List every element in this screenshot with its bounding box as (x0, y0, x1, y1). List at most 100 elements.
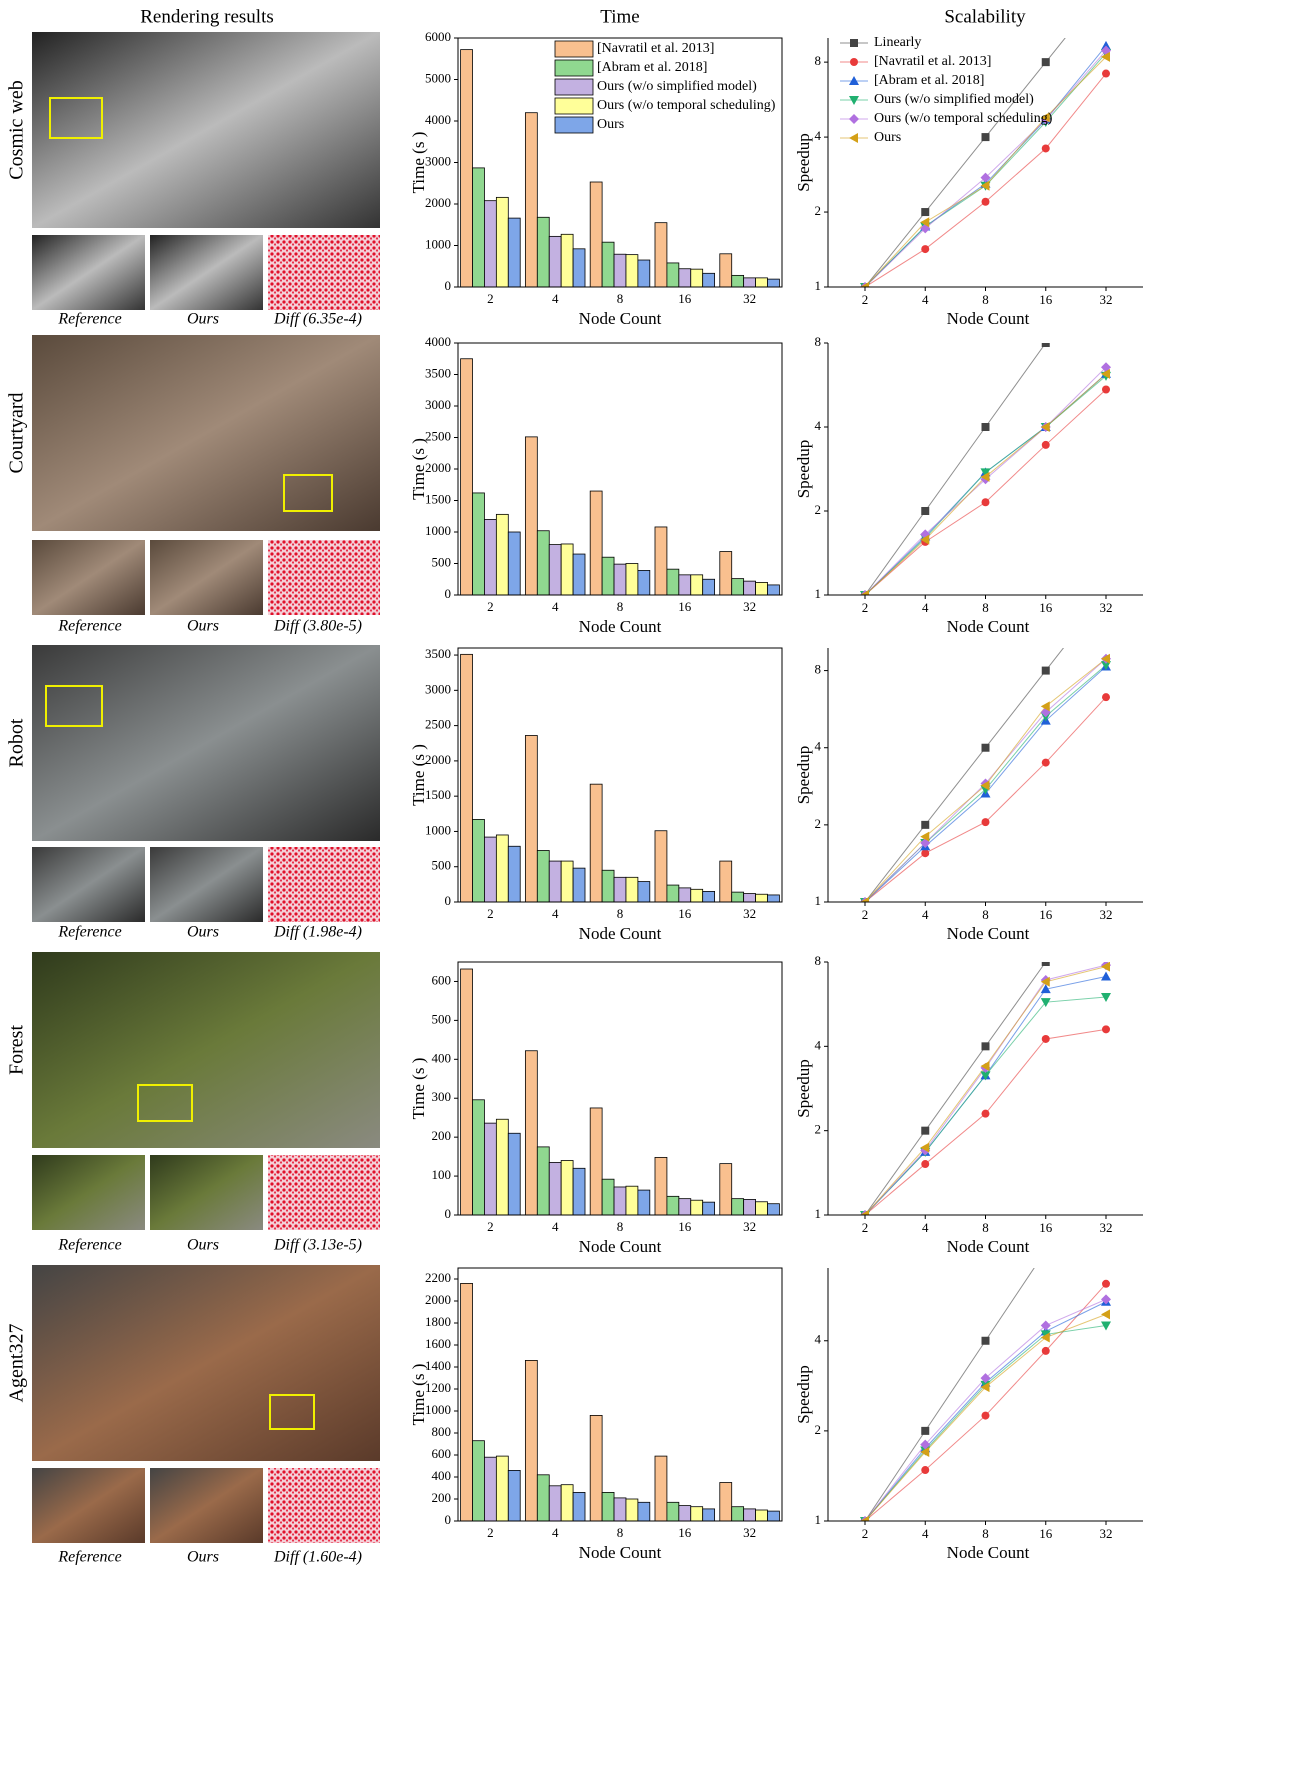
y-tick-label: 1 (815, 1206, 822, 1221)
bar (561, 544, 573, 595)
bar (549, 1486, 561, 1521)
x-tick-label: 8 (982, 1526, 989, 1541)
legend-swatch (555, 98, 593, 114)
x-tick-label: 8 (982, 1220, 989, 1235)
x-tick-label: 4 (552, 1525, 559, 1540)
data-point (1102, 693, 1110, 701)
y-tick-label: 2200 (425, 1270, 451, 1285)
bar (573, 1492, 585, 1521)
image-caption: Diff (3.80e-5) (273, 618, 362, 635)
x-axis-title: Node Count (579, 1237, 662, 1256)
y-tick-label: 3000 (425, 397, 451, 412)
y-tick-label: 1800 (425, 1314, 451, 1329)
y-tick-label: 1500 (425, 491, 451, 506)
y-tick-label: 300 (432, 1089, 452, 1104)
x-tick-label: 4 (922, 292, 929, 307)
x-tick-label: 32 (743, 1219, 756, 1234)
bar (537, 1147, 549, 1215)
legend-label: Linearly (874, 35, 921, 50)
x-tick-label: 2 (862, 1526, 869, 1541)
image-caption: Reference (57, 924, 121, 941)
bar (767, 585, 779, 595)
x-tick-label: 32 (743, 599, 756, 614)
x-tick-label: 32 (1100, 600, 1113, 615)
y-tick-label: 2 (815, 1122, 822, 1137)
diff-image (268, 540, 380, 615)
x-tick-label: 4 (922, 1220, 929, 1235)
image-caption: Ours (187, 311, 219, 328)
bar (590, 491, 602, 595)
y-tick-label: 5000 (425, 70, 451, 85)
x-tick-label: 32 (1100, 1220, 1113, 1235)
x-tick-label: 2 (487, 291, 494, 306)
bar (508, 1133, 520, 1215)
y-tick-label: 4 (815, 739, 822, 754)
x-axis-title: Node Count (947, 1237, 1030, 1256)
y-axis-title: Time (s ) (409, 1058, 428, 1120)
bar (508, 1470, 520, 1521)
y-axis-title: Time (s ) (409, 438, 428, 500)
bar (744, 1509, 756, 1521)
rendering-image (32, 645, 380, 841)
bar (756, 1202, 768, 1215)
data-point (921, 507, 929, 515)
x-tick-label: 8 (617, 1525, 624, 1540)
bar (496, 514, 508, 595)
data-point (982, 423, 990, 431)
y-tick-label: 1400 (425, 1358, 451, 1373)
series-line (865, 1325, 1106, 1521)
y-tick-label: 2000 (425, 195, 451, 210)
x-tick-label: 8 (982, 907, 989, 922)
bar (473, 493, 485, 595)
data-point (982, 1110, 990, 1118)
bar (744, 1199, 756, 1215)
series-line (865, 1302, 1106, 1521)
x-tick-label: 16 (1039, 600, 1053, 615)
image-caption: Diff (1.98e-4) (273, 924, 362, 941)
bar (590, 1415, 602, 1521)
bar (525, 1051, 537, 1215)
bar (602, 1492, 614, 1521)
bar (720, 552, 732, 595)
diff-image (268, 1155, 380, 1230)
data-point (1042, 144, 1050, 152)
zoom-image (32, 540, 145, 615)
bar (614, 877, 626, 902)
bar (496, 197, 508, 287)
rendering-image (32, 1265, 380, 1461)
y-axis-title: Speedup (794, 1365, 813, 1424)
bar (549, 236, 561, 287)
zoom-image (150, 540, 263, 615)
y-tick-label: 8 (815, 662, 822, 677)
data-point (982, 818, 990, 826)
y-tick-label: 1000 (425, 1402, 451, 1417)
plot-area (860, 1157, 1111, 1526)
column-header: Rendering results (140, 6, 274, 27)
x-tick-label: 16 (678, 1219, 692, 1234)
bar (484, 201, 496, 287)
image-caption: Ours (187, 618, 219, 635)
legend-label: Ours (w/o simplified model) (874, 92, 1034, 107)
x-tick-label: 16 (1039, 907, 1053, 922)
y-tick-label: 2500 (425, 717, 451, 732)
bar (484, 519, 496, 595)
image-caption: Ours (187, 924, 219, 941)
bar (590, 784, 602, 902)
bar (461, 50, 473, 287)
x-tick-label: 2 (862, 1220, 869, 1235)
bar (537, 1475, 549, 1521)
bar (667, 569, 679, 595)
data-point (1042, 1247, 1050, 1255)
bar (461, 359, 473, 595)
plot-area (860, 589, 1111, 907)
x-tick-label: 4 (552, 906, 559, 921)
bar (561, 1161, 573, 1215)
data-point (982, 1337, 990, 1345)
y-tick-label: 3000 (425, 681, 451, 696)
bar (525, 113, 537, 287)
bar (508, 532, 520, 595)
row-label: Cosmic web (6, 80, 28, 179)
y-tick-label: 1600 (425, 1336, 451, 1351)
bar (667, 1196, 679, 1215)
bar (549, 861, 561, 902)
